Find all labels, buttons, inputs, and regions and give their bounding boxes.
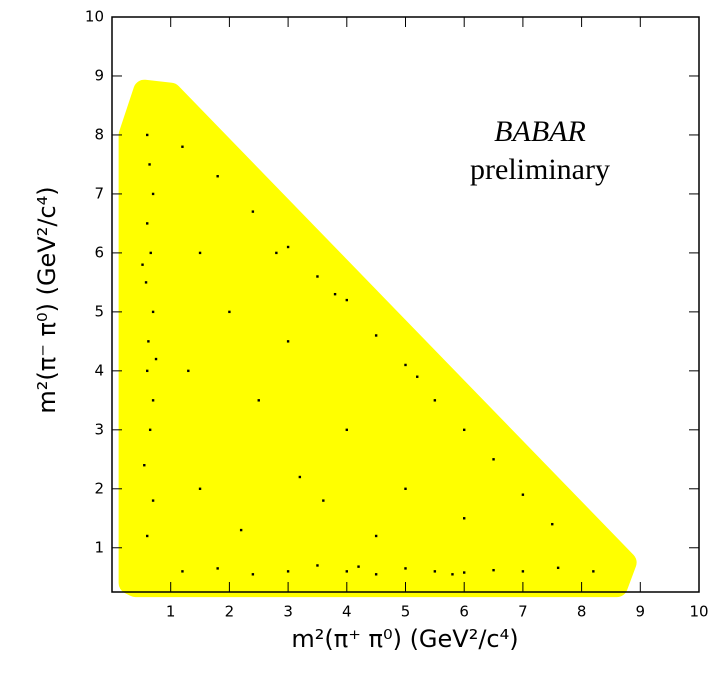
x-tick-label: 8 (577, 603, 587, 621)
event-point (181, 570, 184, 573)
event-point (198, 487, 202, 490)
event-point (198, 251, 202, 255)
y-tick-label: 8 (94, 125, 104, 143)
event-point (151, 310, 155, 314)
x-tick-label: 7 (518, 603, 528, 621)
event-point (286, 245, 290, 249)
event-point (151, 192, 155, 196)
event-point (592, 570, 595, 573)
event-point (251, 210, 255, 213)
event-point (216, 567, 219, 570)
event-point (433, 570, 437, 573)
event-point (374, 573, 378, 576)
event-point (146, 133, 149, 137)
event-point (141, 263, 144, 266)
event-point (144, 281, 148, 284)
event-point (404, 487, 407, 490)
event-point (345, 570, 348, 573)
event-point (286, 340, 290, 343)
event-point (151, 499, 155, 502)
y-tick-label: 2 (94, 479, 104, 497)
x-tick-label: 9 (636, 603, 646, 621)
event-point (433, 399, 437, 402)
event-point (149, 251, 152, 255)
event-point (251, 573, 255, 576)
y-tick-label: 5 (94, 302, 104, 320)
event-point (146, 222, 149, 225)
event-point (316, 564, 319, 567)
event-point (374, 534, 378, 538)
event-point (463, 517, 466, 520)
event-point (143, 464, 146, 467)
y-tick-label: 7 (94, 184, 104, 202)
y-axis-label: m²(π⁻ π⁰) (GeV²/c⁴) (33, 186, 61, 413)
x-axis-label: m²(π⁺ π⁰) (GeV²/c⁴) (291, 625, 518, 653)
event-point (187, 369, 190, 373)
event-point (374, 334, 378, 337)
event-point (148, 428, 152, 432)
event-point (333, 292, 337, 296)
y-tick-label: 10 (85, 8, 104, 26)
event-point (492, 568, 495, 572)
event-point (181, 145, 184, 148)
event-point (228, 310, 231, 314)
event-point (492, 458, 495, 461)
y-tick-label: 1 (94, 538, 104, 556)
x-tick-label: 2 (225, 603, 235, 621)
event-point (463, 428, 466, 432)
event-point (556, 566, 560, 570)
event-point (257, 399, 260, 402)
event-point (148, 163, 151, 166)
event-point (275, 251, 278, 255)
x-tick-label: 5 (401, 603, 411, 621)
event-point (463, 571, 466, 574)
x-tick-label: 3 (283, 603, 293, 621)
event-point (404, 567, 407, 570)
y-tick-label: 3 (94, 420, 104, 438)
event-point (316, 275, 319, 278)
annotation: BABAR (494, 115, 586, 148)
event-point (146, 534, 149, 538)
event-point (147, 340, 150, 343)
event-point (416, 375, 419, 378)
x-tick-label: 4 (342, 603, 352, 621)
y-tick-label: 4 (94, 361, 104, 379)
kinematic-region (118, 79, 637, 598)
event-point (451, 573, 454, 576)
event-point (146, 369, 149, 373)
x-tick-label: 6 (459, 603, 469, 621)
event-point (521, 570, 525, 573)
y-tick-label: 6 (94, 243, 104, 261)
x-tick-label: 1 (166, 603, 176, 621)
event-point (345, 298, 348, 302)
event-point (286, 570, 290, 573)
event-point (151, 399, 155, 402)
event-point (239, 528, 243, 532)
y-tick-label: 9 (94, 66, 104, 84)
x-tick-label: 10 (689, 603, 708, 621)
event-point (216, 175, 219, 178)
event-point (521, 493, 525, 496)
event-point (322, 499, 325, 502)
annotation: preliminary (470, 153, 610, 186)
event-point (357, 565, 360, 568)
event-point (551, 522, 554, 526)
event-point (345, 428, 348, 432)
event-point (404, 363, 407, 367)
event-point (298, 475, 302, 479)
event-point (154, 357, 158, 361)
